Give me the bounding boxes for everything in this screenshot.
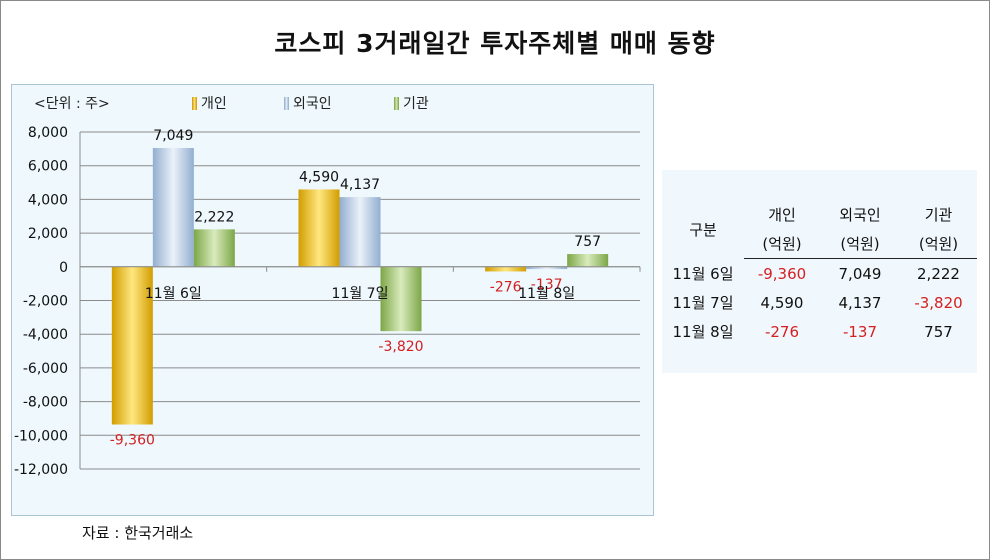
header-individual: 개인 (768, 206, 796, 224)
header-unit-foreign: (억원) (820, 229, 900, 259)
page-title: 코스피 3거래일간 투자주체별 매매 동향 (274, 29, 716, 58)
cell-individual: -9,360 (757, 264, 807, 283)
bar-individual (298, 189, 340, 267)
y-tick-label: 8,000 (28, 125, 68, 141)
legend-swatch-foreign (284, 96, 289, 110)
category-label: 11월 8일 (518, 286, 575, 302)
summary-table-panel: 구분 개인 외국인 기관 (억원) (억원) (억원) 11월 6일 -9,36… (662, 170, 977, 373)
summary-table: 구분 개인 외국인 기관 (억원) (억원) (억원) 11월 6일 -9,36… (662, 200, 977, 346)
category-label: 11월 6일 (145, 286, 202, 302)
cell-foreign: 7,049 (838, 264, 882, 283)
y-tick-label: -12,000 (14, 462, 68, 478)
table-row: 11월 6일 -9,360 7,049 2,222 (662, 259, 977, 289)
data-label: -9,360 (110, 433, 155, 449)
data-label: -276 (490, 279, 522, 295)
cell-foreign: -137 (842, 322, 878, 341)
data-label: 4,590 (299, 169, 339, 185)
y-tick-label: 0 (59, 260, 68, 276)
y-tick-label: -8,000 (23, 395, 68, 411)
header-category: 구분 (689, 220, 717, 239)
data-label: 757 (574, 234, 601, 250)
legend-item-foreign: 외국인 (284, 93, 332, 113)
legend-label-individual: 개인 (201, 96, 227, 112)
legend-label-foreign: 외국인 (293, 96, 332, 112)
y-tick-label: 2,000 (28, 226, 68, 242)
cell-foreign: 4,137 (838, 293, 882, 312)
header-foreign: 외국인 (839, 206, 881, 224)
bar-foreign (152, 148, 194, 267)
bar-chart: 8,000 6,000 4,000 2,000 0 -2,000 -4,000 -6,000 -… (14, 125, 641, 478)
cell-individual: 4,590 (760, 293, 804, 312)
legend-swatch-individual (192, 96, 197, 110)
header-unit-institution: (억원) (900, 229, 977, 259)
table-header-row-1: 구분 개인 외국인 기관 (662, 200, 977, 239)
data-label: 2,222 (194, 209, 234, 225)
cell-institution: 757 (924, 322, 953, 341)
bar-institution (567, 254, 609, 267)
bar-individual (485, 266, 527, 272)
category-label: 11월 7일 (332, 286, 389, 302)
y-tick-label: -10,000 (14, 428, 68, 444)
bar-foreign (526, 266, 568, 270)
y-tick-label: -6,000 (23, 361, 68, 377)
row-date: 11월 8일 (672, 323, 734, 341)
legend-label-institution: 기관 (403, 96, 429, 112)
bar-institution (193, 229, 235, 267)
y-tick-label: -2,000 (23, 294, 68, 310)
row-date: 11월 6일 (672, 264, 734, 283)
legend-swatch-institution (394, 96, 399, 110)
source-note: 자료 : 한국거래소 (82, 524, 194, 542)
header-institution: 기관 (924, 206, 953, 224)
unit-label: <단위 : 주> (34, 96, 110, 112)
bar-foreign (339, 197, 381, 267)
header-unit-individual: (억원) (744, 229, 820, 259)
cell-institution: 2,222 (917, 264, 960, 283)
row-date: 11월 7일 (672, 294, 734, 312)
y-tick-label: -4,000 (23, 327, 68, 343)
chart-panel: <단위 : 주> 개인 외국인 기관 8,000 6,000 4,000 2,000 0… (11, 84, 654, 516)
data-label: 7,049 (153, 128, 193, 144)
legend-item-institution: 기관 (394, 93, 429, 113)
bar-institution (380, 266, 422, 332)
table-row: 11월 7일 4,590 4,137 -3,820 (662, 288, 977, 317)
table-row: 11월 8일 -276 -137 757 (662, 317, 977, 346)
cell-individual: -276 (764, 322, 800, 341)
data-label: 4,137 (340, 177, 380, 193)
data-label: -137 (531, 277, 563, 293)
legend-item-individual: 개인 (192, 93, 227, 113)
table-header-row-2: (억원) (억원) (억원) (662, 229, 977, 259)
y-tick-label: 6,000 (28, 159, 68, 175)
data-label: -3,820 (378, 339, 423, 355)
cell-institution: -3,820 (914, 293, 963, 312)
y-tick-label: 4,000 (28, 192, 68, 208)
bar-individual (111, 266, 153, 425)
